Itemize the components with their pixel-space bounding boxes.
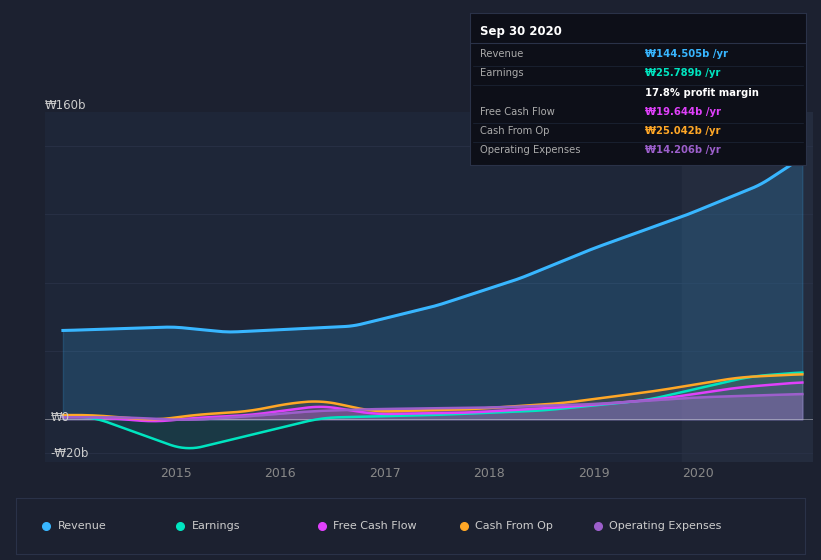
Text: ₩144.505b /yr: ₩144.505b /yr [644,49,727,59]
Text: ₩25.042b /yr: ₩25.042b /yr [644,125,720,136]
Text: ₩160b: ₩160b [45,99,87,112]
Text: Earnings: Earnings [479,68,523,78]
Text: Operating Expenses: Operating Expenses [609,521,722,531]
Text: Revenue: Revenue [57,521,106,531]
Text: Sep 30 2020: Sep 30 2020 [479,25,562,38]
Text: Cash From Op: Cash From Op [475,521,553,531]
Text: Earnings: Earnings [191,521,240,531]
Text: Free Cash Flow: Free Cash Flow [333,521,417,531]
Text: 17.8% profit margin: 17.8% profit margin [644,87,759,97]
Bar [682,112,813,462]
Text: ₩0: ₩0 [50,411,70,424]
Text: Revenue: Revenue [479,49,523,59]
Text: -₩20b: -₩20b [50,447,89,460]
Text: Free Cash Flow: Free Cash Flow [479,106,554,116]
Text: Operating Expenses: Operating Expenses [479,144,580,155]
Text: ₩25.789b /yr: ₩25.789b /yr [644,68,720,78]
Text: ₩19.644b /yr: ₩19.644b /yr [644,106,721,116]
Text: Cash From Op: Cash From Op [479,125,549,136]
Text: ₩14.206b /yr: ₩14.206b /yr [644,144,720,155]
